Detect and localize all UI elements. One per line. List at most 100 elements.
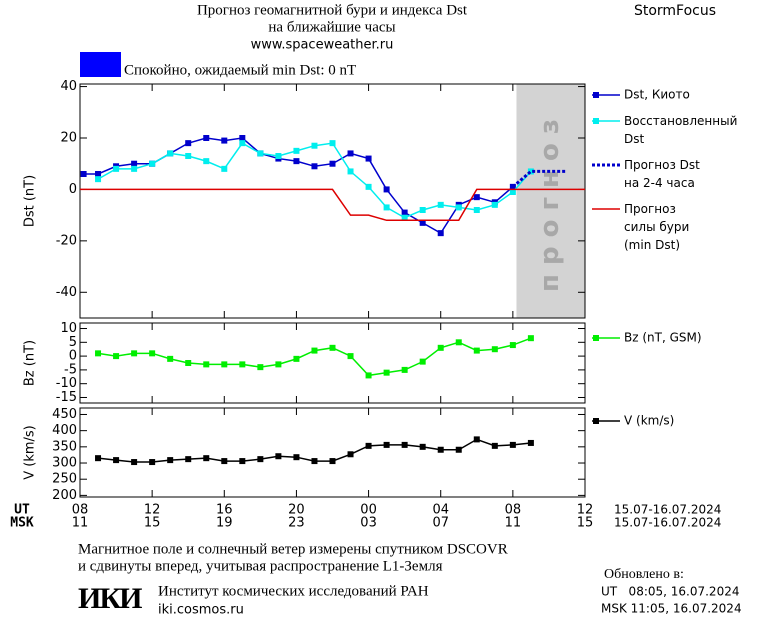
point <box>257 364 264 371</box>
point <box>437 344 444 351</box>
forecast-label: прогноз <box>535 110 565 292</box>
point <box>221 165 228 172</box>
site: www.spaceweather.ru <box>251 38 394 53</box>
x-tick-label: 15 <box>577 516 594 531</box>
point <box>437 230 444 237</box>
series-line <box>511 169 567 188</box>
status-box <box>80 52 121 77</box>
point <box>419 443 426 450</box>
point <box>365 155 372 162</box>
plot-frame <box>79 322 586 404</box>
x-tick-label: 07 <box>432 516 449 531</box>
point <box>383 204 390 211</box>
point <box>293 454 300 461</box>
point <box>527 168 534 175</box>
updated-title: Обновлено в: <box>604 567 684 582</box>
point <box>347 451 354 458</box>
point <box>365 183 372 190</box>
point <box>80 171 87 177</box>
point <box>383 369 390 376</box>
point <box>113 353 120 360</box>
y-tick-label: 300 <box>52 456 77 471</box>
point <box>167 457 174 464</box>
point <box>149 160 156 167</box>
point <box>131 459 138 466</box>
point <box>221 137 228 144</box>
legend-marker <box>593 118 599 124</box>
y-tick-label: 0 <box>69 182 77 197</box>
point <box>455 339 462 346</box>
point <box>311 163 318 170</box>
point <box>185 456 192 463</box>
point <box>491 442 498 449</box>
point <box>149 459 156 466</box>
legend-label: Bz (nT, GSM) <box>624 331 702 345</box>
x-tick-label: 08 <box>505 503 522 518</box>
y-tick-label: 400 <box>52 423 77 438</box>
y-tick-label: -20 <box>56 233 77 248</box>
y-tick-label: 250 <box>52 472 77 487</box>
series-line <box>97 337 532 377</box>
date-range: 15.07-16.07.2024 <box>614 503 721 517</box>
point <box>95 350 102 357</box>
point <box>419 219 426 226</box>
date-range: 15.07-16.07.2024 <box>614 516 721 530</box>
point <box>419 207 426 213</box>
point <box>455 204 462 211</box>
point <box>293 158 300 165</box>
y-axis-label: Dst (nT) <box>23 175 38 227</box>
point <box>185 140 192 147</box>
point <box>329 344 336 351</box>
x-tick-label: 00 <box>360 503 377 518</box>
point <box>383 441 390 448</box>
point <box>167 355 174 362</box>
point <box>257 456 264 463</box>
point <box>347 353 354 360</box>
x-tick-label: 19 <box>216 516 233 531</box>
plot-frame <box>79 83 586 319</box>
x-tick-label: 20 <box>288 503 305 518</box>
point <box>149 350 156 357</box>
point <box>95 171 102 177</box>
point <box>509 189 516 195</box>
x-tick-label: 12 <box>577 503 594 518</box>
legend-marker <box>593 418 599 424</box>
point <box>473 207 480 213</box>
y-tick-label: -40 <box>56 285 77 300</box>
point <box>203 158 210 165</box>
x-tick-label: 23 <box>288 516 305 531</box>
point <box>347 150 354 157</box>
legend-label: Прогноз силы бури (min Dst) <box>624 202 689 252</box>
point <box>455 446 462 453</box>
point <box>473 436 480 443</box>
y-tick-label: 20 <box>60 131 77 146</box>
point <box>509 441 516 448</box>
title-line: Прогноз геомагнитной бури и индекса Dst <box>197 2 468 18</box>
point <box>527 439 534 446</box>
institute: Институт космических исследований РАН <box>158 583 429 599</box>
point <box>329 160 336 167</box>
point <box>347 168 354 175</box>
point <box>239 361 246 368</box>
y-tick-label: 10 <box>60 321 77 336</box>
note-line: Магнитное поле и солнечный ветер измерен… <box>78 541 508 557</box>
point <box>437 446 444 453</box>
series-line <box>80 188 585 222</box>
y-axis-label: V (km/s) <box>23 425 38 480</box>
legend-label: Dst, Киото <box>624 88 690 102</box>
x-tick-label: 08 <box>72 503 89 518</box>
x-tick-label: 12 <box>144 503 161 518</box>
legend-label: V (km/s) <box>624 414 674 428</box>
point <box>239 458 246 465</box>
point <box>509 342 516 349</box>
msk-label: MSK <box>10 516 34 531</box>
point <box>401 366 408 373</box>
point <box>401 214 408 221</box>
point <box>329 140 336 147</box>
point <box>293 355 300 362</box>
point <box>113 165 120 172</box>
legend-marker <box>593 92 599 98</box>
ut-label: UT <box>14 503 30 518</box>
y-tick-label: 40 <box>60 79 77 94</box>
